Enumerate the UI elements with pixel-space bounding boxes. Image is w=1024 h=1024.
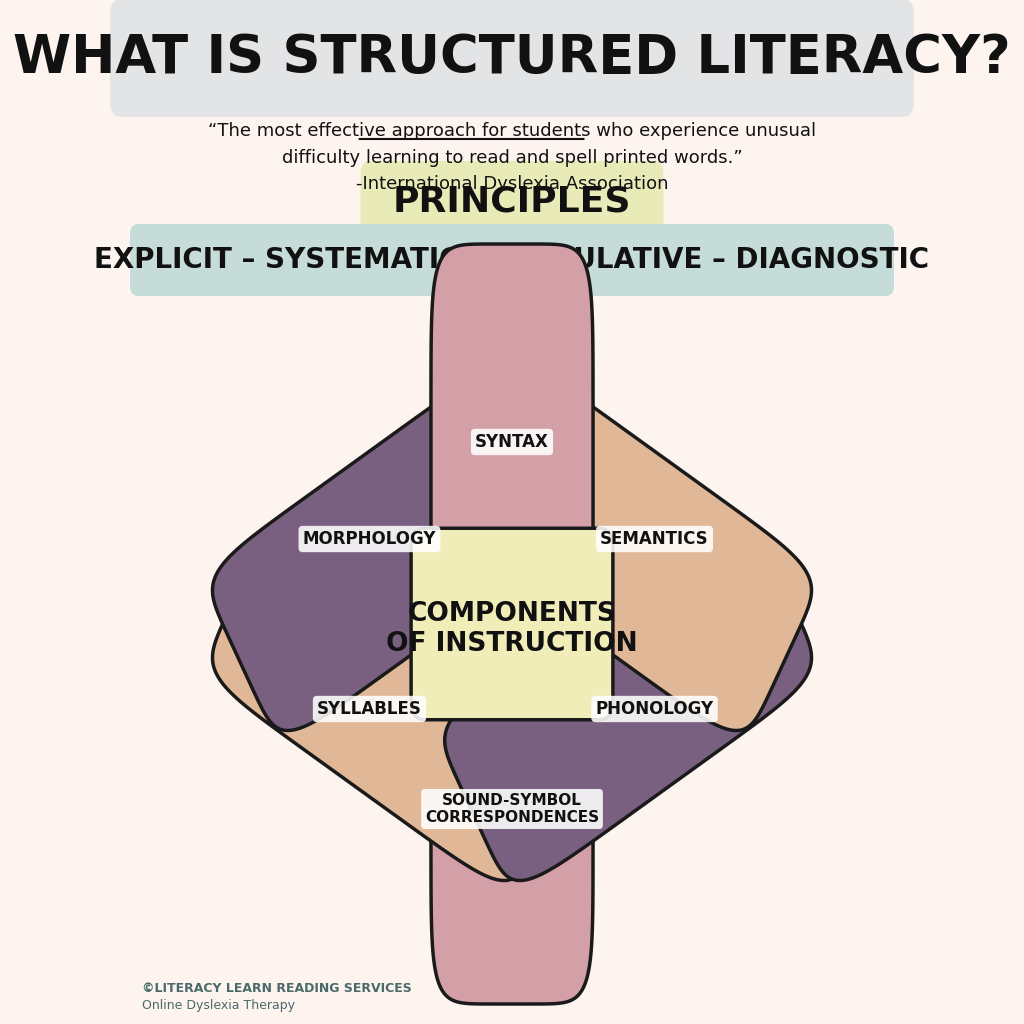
Polygon shape [444,517,811,881]
FancyBboxPatch shape [110,0,914,117]
Polygon shape [444,368,811,730]
Polygon shape [213,368,580,730]
Text: SYLLABLES: SYLLABLES [317,700,422,718]
Polygon shape [431,244,593,694]
Text: SOUND-SYMBOL
CORRESPONDENCES: SOUND-SYMBOL CORRESPONDENCES [425,793,599,825]
Text: PHONOLOGY: PHONOLOGY [596,700,714,718]
Text: MORPHOLOGY: MORPHOLOGY [303,530,436,548]
Polygon shape [431,554,593,1004]
Text: ©LITERACY LEARN READING SERVICES: ©LITERACY LEARN READING SERVICES [142,982,412,995]
FancyBboxPatch shape [360,161,664,243]
Text: WHAT IS STRUCTURED LITERACY?: WHAT IS STRUCTURED LITERACY? [13,32,1011,84]
Text: difficulty learning to read and spell printed words.”: difficulty learning to read and spell pr… [282,150,742,167]
Text: EXPLICIT – SYSTEMATIC & CUMULATIVE – DIAGNOSTIC: EXPLICIT – SYSTEMATIC & CUMULATIVE – DIA… [94,246,930,274]
Text: PRINCIPLES: PRINCIPLES [393,185,631,219]
Text: Online Dyslexia Therapy: Online Dyslexia Therapy [142,999,295,1013]
Text: “The most effective approach for students who experience unusual: “The most effective approach for student… [208,122,816,140]
Text: -International Dyslexia Association: -International Dyslexia Association [355,175,669,193]
Polygon shape [213,517,580,881]
FancyBboxPatch shape [130,224,894,296]
Text: SEMANTICS: SEMANTICS [600,530,709,548]
Text: SYNTAX: SYNTAX [475,433,549,451]
FancyBboxPatch shape [411,528,613,720]
Text: COMPONENTS
OF INSTRUCTION: COMPONENTS OF INSTRUCTION [386,601,638,657]
